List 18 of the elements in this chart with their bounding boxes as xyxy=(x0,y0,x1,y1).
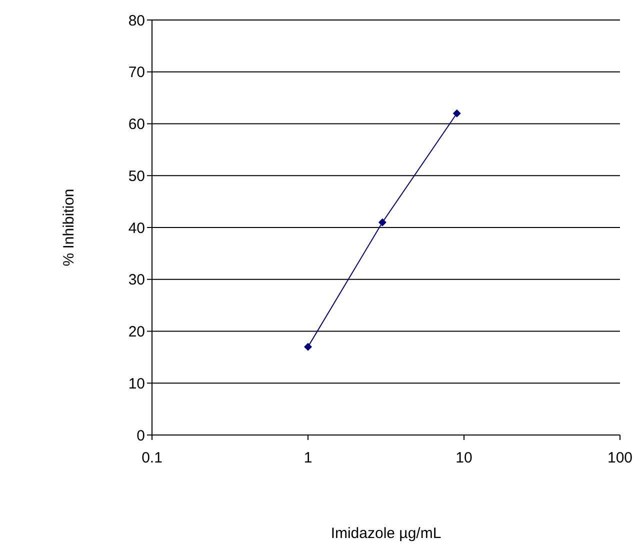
point xyxy=(452,109,461,118)
x-tick-label: 100 xyxy=(607,450,633,467)
x-tick-label: 0.1 xyxy=(142,450,162,467)
x-tick-label: 10 xyxy=(456,450,472,467)
x-tick-label: 1 xyxy=(304,450,312,467)
y-tick-label: 30 xyxy=(128,272,145,289)
y-tick-label: 50 xyxy=(128,168,145,185)
y-tick-label: 70 xyxy=(128,64,145,82)
x-axis-title: Imidazole µg/mL xyxy=(330,525,442,542)
y-tick-label: 20 xyxy=(128,324,145,341)
y-axis-title: % Inhibition xyxy=(60,188,78,266)
y-tick-label: 60 xyxy=(128,116,145,134)
y-tick-label: 80 xyxy=(128,12,145,30)
y-tick-label: 10 xyxy=(128,375,145,392)
y-tick-label: 0 xyxy=(136,427,145,444)
point xyxy=(378,218,386,226)
y-tick-label: 40 xyxy=(128,220,145,237)
point xyxy=(304,342,312,351)
